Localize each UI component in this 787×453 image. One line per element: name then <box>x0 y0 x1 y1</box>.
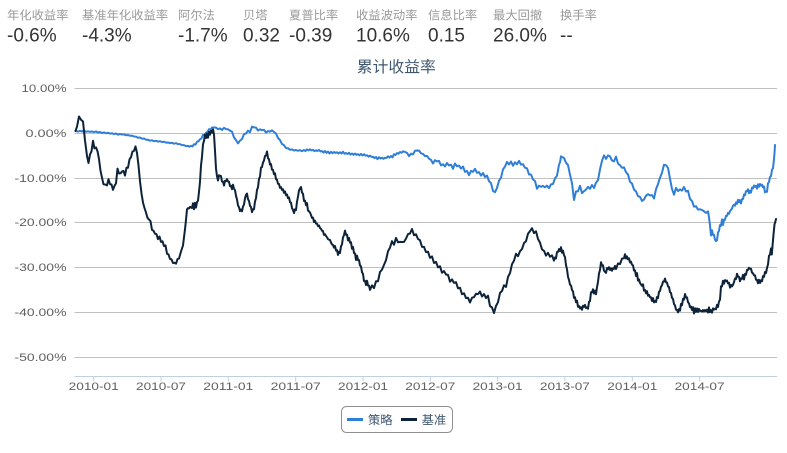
svg-text:2012-07: 2012-07 <box>405 381 455 393</box>
svg-text:10.6%: 10.6% <box>356 26 410 47</box>
svg-text:-4.3%: -4.3% <box>82 26 132 47</box>
svg-text:2013-01: 2013-01 <box>473 381 523 393</box>
svg-text:2010-07: 2010-07 <box>136 381 186 393</box>
svg-text:2014-07: 2014-07 <box>675 381 725 393</box>
svg-text:2013-07: 2013-07 <box>540 381 590 393</box>
svg-text:-0.39: -0.39 <box>289 26 332 47</box>
svg-text:0.00%: 0.00% <box>26 128 67 140</box>
svg-text:2014-01: 2014-01 <box>607 381 657 393</box>
svg-text:2012-01: 2012-01 <box>338 381 388 393</box>
svg-text:10.00%: 10.00% <box>22 83 67 95</box>
svg-text:-1.7%: -1.7% <box>178 26 228 47</box>
svg-text:-30.00%: -30.00% <box>15 262 67 274</box>
svg-text:-40.00%: -40.00% <box>15 307 67 319</box>
svg-text:2011-07: 2011-07 <box>271 381 321 393</box>
svg-text:2011-01: 2011-01 <box>203 381 253 393</box>
svg-text:0.32: 0.32 <box>243 26 280 47</box>
svg-text:-10.00%: -10.00% <box>15 173 67 185</box>
svg-text:26.0%: 26.0% <box>493 26 547 47</box>
svg-text:-50.00%: -50.00% <box>15 352 67 364</box>
svg-text:-20.00%: -20.00% <box>15 217 67 229</box>
svg-text:--: -- <box>560 26 573 47</box>
svg-text:-0.6%: -0.6% <box>7 26 57 47</box>
svg-text:2010-01: 2010-01 <box>69 381 119 393</box>
svg-text:0.15: 0.15 <box>428 26 465 47</box>
